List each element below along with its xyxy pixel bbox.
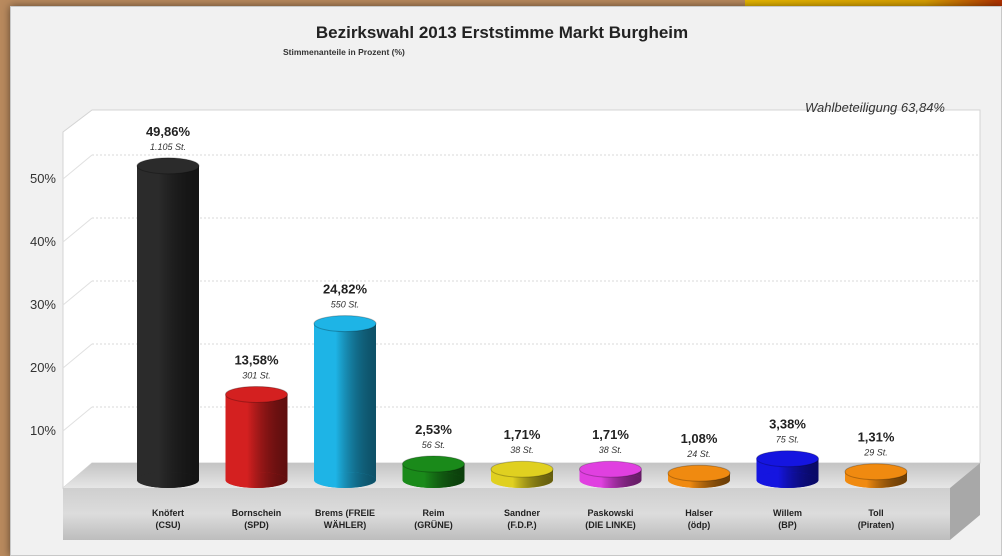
category-labels: Knöfert (CSU) Bornschein (SPD) Brems (FREIE W… xyxy=(152,508,894,530)
category-label-party: (GRÜNE) xyxy=(414,520,453,530)
y-tick-label: 30% xyxy=(30,297,56,312)
chart-subtitle: Stimmenanteile in Prozent (%) xyxy=(283,47,405,57)
bar-top xyxy=(756,450,819,468)
value-label: 1,71% xyxy=(504,427,541,442)
gridline-side xyxy=(62,154,93,180)
bar-bottom-shade xyxy=(314,472,376,488)
bar-shade xyxy=(314,323,376,480)
category-label: Knöfert xyxy=(152,508,184,518)
chart-title: Bezirkswahl 2013 Erststimme Markt Burghe… xyxy=(316,23,688,42)
category-label-party: (CSU) xyxy=(156,520,181,530)
bar-top xyxy=(579,460,642,478)
category-band xyxy=(63,488,950,540)
gridline-side xyxy=(62,217,93,243)
category-label-party: (Piraten) xyxy=(858,520,895,530)
value-label: 1,31% xyxy=(858,430,895,445)
bar-bottom-shade xyxy=(225,472,288,488)
category-label: Toll xyxy=(868,508,883,518)
value-label: 13,58% xyxy=(234,352,279,367)
bar-top xyxy=(667,464,731,482)
bar xyxy=(667,464,731,488)
category-label: Willem xyxy=(773,508,802,518)
vote-count-label: 56 St. xyxy=(422,440,446,450)
bar-top xyxy=(136,157,200,175)
y-tick-label: 10% xyxy=(30,423,56,438)
value-label: 3,38% xyxy=(769,417,806,432)
category-label-party: (BP) xyxy=(778,520,797,530)
data-labels: 49,86% 1.105 St. 13,58% 301 St. 24,82% 550 St… xyxy=(146,124,895,459)
bar-top xyxy=(844,463,908,481)
vote-count-label: 301 St. xyxy=(242,370,271,380)
bars xyxy=(136,157,908,488)
value-label: 1,08% xyxy=(681,431,718,446)
category-band-side xyxy=(950,463,980,540)
gridline-side xyxy=(62,280,93,306)
value-label: 1,71% xyxy=(592,427,629,442)
vote-count-label: 29 St. xyxy=(863,448,888,458)
category-label-party: (DIE LINKE) xyxy=(585,520,636,530)
vote-count-label: 38 St. xyxy=(599,445,623,455)
vote-count-label: 550 St. xyxy=(331,300,360,310)
value-label: 49,86% xyxy=(146,124,191,139)
vote-count-label: 75 St. xyxy=(776,435,800,445)
bar xyxy=(579,460,642,488)
bar-top xyxy=(313,315,377,333)
value-label: 2,53% xyxy=(415,422,452,437)
bar xyxy=(490,460,554,488)
y-tick-label: 40% xyxy=(30,234,56,249)
gridline-side xyxy=(62,406,93,432)
bar-bottom-shade xyxy=(756,472,819,488)
category-label: Reim xyxy=(422,508,444,518)
vote-count-label: 24 St. xyxy=(686,449,711,459)
y-axis-ticks: 10% 20% 30% 40% 50% xyxy=(30,171,56,438)
vote-count-label: 1.105 St. xyxy=(150,142,186,152)
category-label-party: (ödp) xyxy=(688,520,711,530)
value-label: 24,82% xyxy=(323,282,368,297)
category-label: Brems (FREIE xyxy=(315,508,375,518)
bar-bottom-shade xyxy=(137,472,199,488)
y-tick-label: 50% xyxy=(30,171,56,186)
bar-top xyxy=(225,385,288,403)
category-label-party: (F.D.P.) xyxy=(507,520,536,530)
bar-top xyxy=(402,455,465,473)
category-label-party: WÄHLER) xyxy=(324,520,367,530)
vote-count-label: 38 St. xyxy=(510,445,534,455)
bar xyxy=(136,157,200,488)
bar xyxy=(225,385,288,488)
bar-shade xyxy=(225,394,288,480)
category-label: Bornschein xyxy=(232,508,282,518)
bar-bottom-shade xyxy=(402,472,465,488)
category-label: Paskowski xyxy=(587,508,633,518)
corner-decoration xyxy=(745,0,1002,6)
category-label: Halser xyxy=(685,508,713,518)
category-label-party: (SPD) xyxy=(244,520,269,530)
bar-top xyxy=(490,460,554,478)
gridline-side xyxy=(62,343,93,369)
bar xyxy=(844,463,908,488)
category-label: Sandner xyxy=(504,508,541,518)
turnout-annotation: Wahlbeteiligung 63,84% xyxy=(805,100,945,115)
y-tick-label: 20% xyxy=(30,360,56,375)
bar xyxy=(402,455,465,488)
bar-shade xyxy=(137,165,199,480)
bar xyxy=(313,315,377,488)
bar xyxy=(756,450,819,488)
